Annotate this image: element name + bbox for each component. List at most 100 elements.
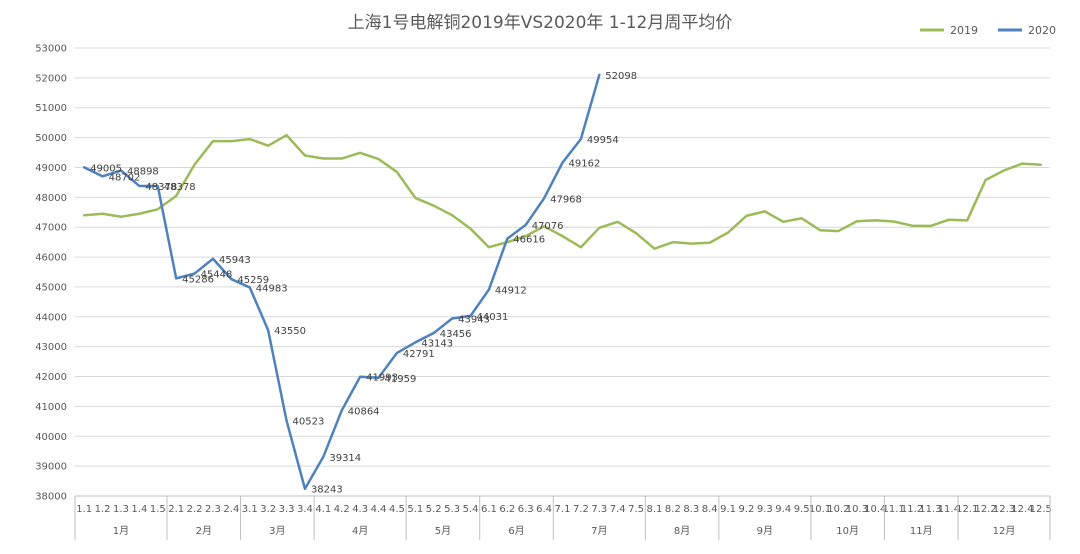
x-tick-label: 8.4: [702, 504, 718, 515]
x-tick-label: 5.2: [426, 504, 442, 515]
x-tick-label: 6.2: [499, 504, 515, 515]
x-tick-label: 8.3: [683, 504, 699, 515]
month-group-label: 10月: [836, 525, 859, 537]
y-tick-label: 46000: [35, 253, 67, 264]
data-label: 43943: [458, 315, 490, 326]
y-tick-label: 51000: [35, 103, 67, 114]
data-label: 43550: [274, 326, 306, 337]
data-label: 48702: [109, 172, 141, 183]
data-label: 42791: [403, 349, 435, 360]
x-tick-label: 4.2: [334, 504, 350, 515]
data-label: 47968: [550, 194, 582, 205]
data-label: 49162: [569, 159, 601, 170]
y-tick-label: 40000: [35, 432, 67, 443]
x-tick-label: 2.1: [168, 504, 184, 515]
x-tick-label: 8.1: [647, 504, 663, 515]
x-tick-label: 9.4: [775, 504, 791, 515]
month-group-label: 2月: [196, 525, 212, 537]
x-tick-label: 3.2: [260, 504, 276, 515]
y-tick-label: 47000: [35, 223, 67, 234]
data-label: 48378: [164, 182, 196, 193]
x-tick-label: 12.2: [974, 504, 996, 515]
series-lines: [82, 73, 1043, 490]
x-tick-label: 4.4: [371, 504, 387, 515]
x-tick-label: 12.1: [956, 504, 978, 515]
x-tick-label: 4.1: [315, 504, 331, 515]
x-tick-label: 6.1: [481, 504, 497, 515]
x-tick-label: 6.3: [518, 504, 534, 515]
x-tick-label: 5.1: [407, 504, 423, 515]
x-tick-label: 5.4: [463, 504, 479, 515]
series-line-2019: [82, 133, 1043, 250]
month-group-label: 12月: [993, 525, 1016, 537]
data-label: 43456: [440, 329, 472, 340]
x-tick-label: 7.5: [628, 504, 644, 515]
x-tick-label: 9.2: [739, 504, 755, 515]
x-tick-label: 4.5: [389, 504, 405, 515]
x-tick-label: 12.3: [993, 504, 1015, 515]
data-label: 49954: [587, 135, 619, 146]
y-axis: 38000 39000 40000 41000 42000 43000 44000 45000…: [35, 44, 67, 503]
x-tick-label: 1.4: [131, 504, 147, 515]
month-group-label: 1月: [113, 525, 129, 537]
x-tick-label: 3.3: [279, 504, 295, 515]
data-label: 46616: [513, 235, 545, 246]
y-tick-label: 50000: [35, 133, 67, 144]
data-label: 45448: [201, 270, 233, 281]
x-tick-label: 7.3: [591, 504, 607, 515]
x-tick-label: 11.1: [882, 504, 904, 515]
x-tick-label: 11.3: [919, 504, 941, 515]
x-tick-label: 10.2: [827, 504, 849, 515]
x-tick-label: 5.3: [444, 504, 460, 515]
y-tick-label: 48000: [35, 193, 67, 204]
chart-title: 上海1号电解铜2019年VS2020年 1-12月周平均价: [348, 13, 733, 33]
month-group-label: 3月: [269, 525, 285, 537]
y-tick-label: 38000: [35, 492, 67, 503]
y-tick-label: 43000: [35, 342, 67, 353]
y-tick-label: 41000: [35, 402, 67, 413]
y-tick-label: 42000: [35, 372, 67, 383]
x-tick-label: 10.1: [809, 504, 831, 515]
data-label: 44983: [256, 283, 288, 294]
data-label: 41993: [366, 373, 398, 384]
data-label: 43143: [421, 338, 453, 349]
x-tick-label: 2.2: [187, 504, 203, 515]
month-group-label: 4月: [352, 525, 368, 537]
x-tick-label: 7.4: [610, 504, 626, 515]
x-tick-label: 4.3: [352, 504, 368, 515]
x-tick-label: 9.1: [720, 504, 736, 515]
legend-entry-2020: 2020: [1028, 24, 1056, 37]
data-label: 48378: [145, 182, 177, 193]
x-axis: 1.1 1.2 1.3 1.4 1.5 2.1 2.2 2.3 2.4 3.1 3.2 3.3 3.4 4…: [74, 495, 1052, 540]
x-tick-label: 7.2: [573, 504, 589, 515]
x-tick-label: 3.4: [297, 504, 313, 515]
x-tick-label: 3.1: [242, 504, 258, 515]
month-group-label: 11月: [910, 525, 933, 537]
month-group-label: 6月: [508, 525, 524, 537]
x-tick-label: 12.4: [1011, 504, 1033, 515]
x-tick-label: 9.3: [757, 504, 773, 515]
data-label: 44031: [477, 312, 509, 323]
x-tick-label: 2.4: [223, 504, 239, 515]
data-label: 45286: [182, 274, 214, 285]
data-label: 41959: [385, 374, 417, 385]
data-label: 38243: [311, 485, 343, 496]
data-label: 40864: [348, 406, 380, 417]
x-tick-label: 2.3: [205, 504, 221, 515]
series-line-2020: [82, 73, 601, 490]
x-tick-label: 7.1: [555, 504, 571, 515]
data-label: 45259: [237, 275, 269, 286]
legend-entry-2019: 2019: [950, 24, 978, 37]
x-tick-label: 1.1: [76, 504, 92, 515]
x-tick-label: 10.3: [846, 504, 868, 515]
data-label: 45943: [219, 255, 251, 266]
data-label: 52098: [605, 71, 637, 82]
data-label: 39314: [329, 453, 361, 464]
y-tick-label: 52000: [35, 73, 67, 84]
gridlines: [75, 47, 1050, 497]
month-group-label: 8月: [674, 525, 690, 537]
x-tick-label: 9.5: [794, 504, 810, 515]
